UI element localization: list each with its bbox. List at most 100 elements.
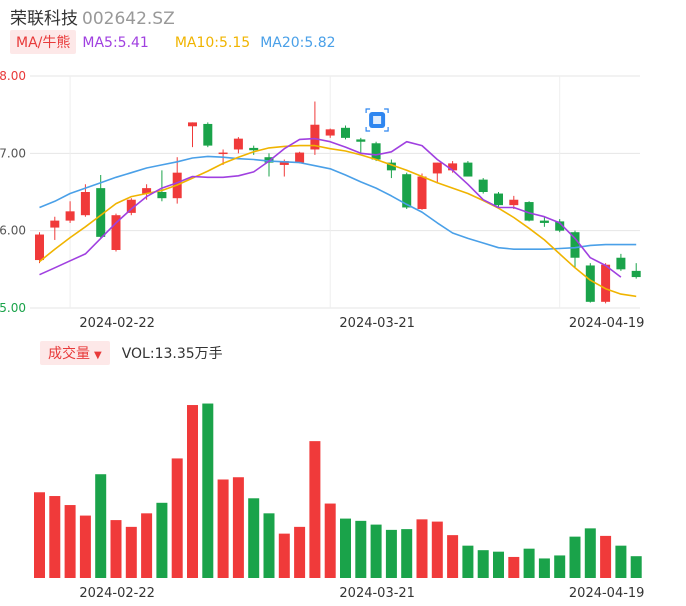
candle [80, 184, 90, 217]
candle-body [478, 179, 488, 192]
candle [463, 161, 473, 177]
volume-bar [600, 535, 612, 578]
y-tick-label: 7.00 [0, 146, 26, 160]
volume-bar [278, 533, 290, 578]
volume-bar [493, 551, 504, 578]
candle [585, 263, 595, 303]
volume-bar [202, 403, 214, 578]
candle-body [157, 192, 167, 199]
candle-body [325, 129, 335, 136]
ma10-line [38, 144, 637, 298]
candle-body [601, 264, 611, 302]
ma10-legend: MA10:5.15 [174, 35, 251, 51]
x-tick-label: 2024-04-19 [569, 586, 645, 601]
volume-bar [508, 556, 520, 578]
volume-bar [477, 550, 489, 578]
candle-body [524, 202, 534, 221]
candle [341, 125, 350, 140]
y-tick-label: 8.00 [0, 69, 26, 83]
volume-selector-button[interactable]: 成交量 ▼ [40, 341, 110, 365]
x-tick-label: 2024-03-21 [339, 586, 415, 601]
stock-name: 荣联科技 [10, 9, 78, 29]
x-tick-label: 2024-03-21 [339, 316, 415, 331]
candle [126, 198, 136, 216]
candle-body [96, 188, 106, 237]
volume-bar [217, 479, 229, 578]
price-grid [30, 75, 640, 309]
candle [539, 216, 549, 227]
candle [264, 153, 274, 177]
event-marker-glyph [373, 116, 382, 124]
volume-bar [263, 513, 275, 578]
candle [111, 213, 121, 252]
volume-legend: 成交量 ▼ VOL:13.35万手 [40, 341, 223, 365]
volume-bar [630, 556, 642, 578]
volume-bar [370, 524, 382, 578]
volume-bar [79, 515, 91, 578]
candle [386, 159, 396, 179]
volume-bar [294, 526, 306, 578]
volume-bar [431, 521, 443, 578]
volume-bar [309, 441, 321, 578]
candle-body [448, 163, 458, 171]
candle [371, 141, 381, 162]
candle-body [249, 147, 259, 151]
event-marker[interactable] [365, 108, 389, 132]
candle-body [509, 199, 519, 206]
candle [65, 201, 75, 223]
candle [478, 178, 488, 194]
volume-bar [401, 529, 413, 578]
candle-body [585, 265, 595, 302]
volume-bar [141, 513, 153, 578]
candle-body [35, 234, 44, 261]
candle-body [341, 127, 350, 138]
volume-bar [34, 492, 45, 578]
stock-title: 荣联科技 002642.SZ [10, 4, 175, 29]
caret-down-icon: ▼ [94, 350, 102, 361]
candle [494, 192, 503, 208]
candlestick-series [35, 101, 641, 304]
volume-bar [447, 535, 459, 578]
candle-body [386, 162, 396, 171]
candle [402, 172, 412, 210]
candle [188, 122, 197, 148]
volume-x-axis: 2024-02-22 2024-03-21 2024-04-19 [79, 586, 644, 601]
candle-body [279, 161, 289, 165]
volume-bar [95, 474, 107, 578]
volume-bar [125, 526, 137, 578]
candle [631, 263, 641, 279]
ma20-line [39, 155, 637, 250]
ma-bull-bear-button[interactable]: MA/牛熊 [10, 30, 77, 54]
candle-body [371, 143, 381, 160]
ma20-legend: MA20:5.82 [260, 35, 336, 51]
candle [432, 162, 442, 183]
candle-body [264, 157, 274, 163]
volume-bar [385, 529, 397, 578]
volume-selector-label: 成交量 [48, 346, 90, 362]
candle-body [356, 139, 366, 142]
candle [601, 263, 611, 304]
volume-bar [49, 496, 61, 578]
volume-bar [615, 545, 627, 578]
y-tick-label: 6.00 [0, 224, 26, 238]
volume-bar-series [34, 403, 642, 578]
candle [555, 219, 565, 233]
volume-bar [355, 520, 367, 578]
volume-bar [538, 558, 550, 578]
candle [50, 216, 60, 240]
candle [524, 201, 534, 222]
candle-body [142, 188, 152, 194]
candle-body [432, 162, 442, 174]
ma-legend: MA/牛熊 MA5:5.41 MA10:5.15 MA20:5.82 [10, 30, 336, 54]
candle-body [50, 220, 60, 228]
candle-body [111, 215, 121, 250]
event-marker-frame [365, 108, 389, 132]
moving-average-lines [38, 137, 637, 298]
candle [570, 230, 580, 268]
ma5-line [39, 137, 622, 278]
ma5-legend: MA5:5.41 [82, 35, 149, 51]
candle [295, 151, 305, 164]
candle-body [402, 174, 412, 208]
candle-body [126, 199, 136, 213]
